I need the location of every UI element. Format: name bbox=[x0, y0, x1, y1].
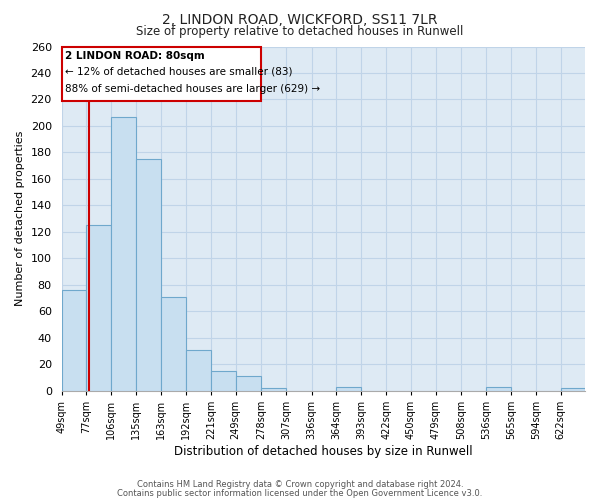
Text: Size of property relative to detached houses in Runwell: Size of property relative to detached ho… bbox=[136, 25, 464, 38]
Text: 2 LINDON ROAD: 80sqm: 2 LINDON ROAD: 80sqm bbox=[65, 51, 205, 61]
Bar bbox=[186, 350, 211, 391]
Bar bbox=[236, 376, 261, 390]
Bar bbox=[136, 159, 161, 390]
Text: 2, LINDON ROAD, WICKFORD, SS11 7LR: 2, LINDON ROAD, WICKFORD, SS11 7LR bbox=[162, 12, 438, 26]
Bar bbox=[486, 386, 511, 390]
Bar bbox=[261, 388, 286, 390]
Bar bbox=[111, 116, 136, 390]
X-axis label: Distribution of detached houses by size in Runwell: Distribution of detached houses by size … bbox=[174, 444, 473, 458]
Text: Contains public sector information licensed under the Open Government Licence v3: Contains public sector information licen… bbox=[118, 488, 482, 498]
Bar bbox=[86, 225, 111, 390]
Bar bbox=[560, 388, 585, 390]
Text: 88% of semi-detached houses are larger (629) →: 88% of semi-detached houses are larger (… bbox=[65, 84, 320, 94]
Bar bbox=[161, 296, 186, 390]
Bar bbox=[211, 370, 236, 390]
Y-axis label: Number of detached properties: Number of detached properties bbox=[15, 131, 25, 306]
Bar bbox=[336, 386, 361, 390]
Bar bbox=[62, 46, 261, 101]
Text: ← 12% of detached houses are smaller (83): ← 12% of detached houses are smaller (83… bbox=[65, 66, 293, 76]
Text: Contains HM Land Registry data © Crown copyright and database right 2024.: Contains HM Land Registry data © Crown c… bbox=[137, 480, 463, 489]
Bar bbox=[62, 290, 86, 390]
